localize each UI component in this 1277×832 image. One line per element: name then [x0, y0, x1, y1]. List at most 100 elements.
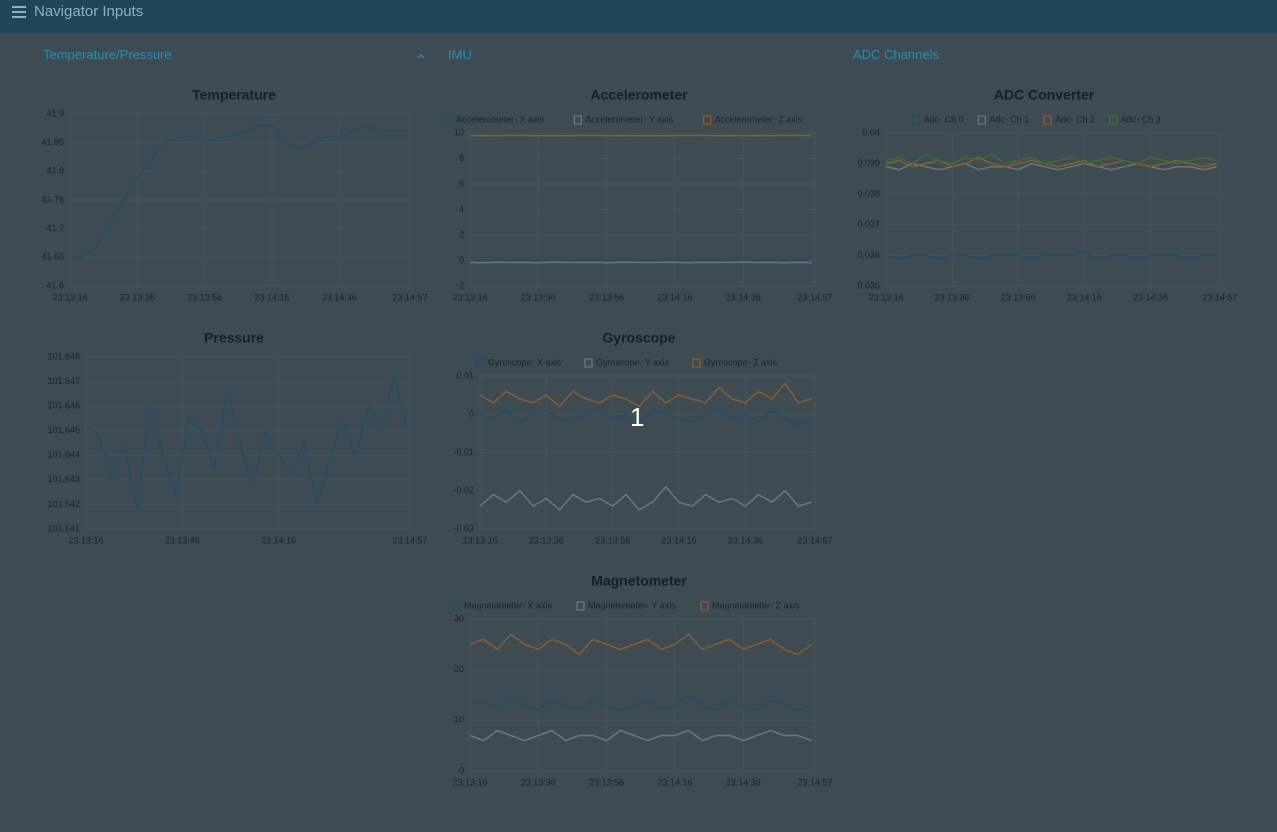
x-tick-label: 23:14:36: [728, 535, 763, 545]
data-line: [70, 124, 407, 259]
x-tick-label: 23:13:36: [521, 292, 556, 302]
y-tick-label: -0.02: [453, 485, 474, 495]
y-tick-label: 6: [459, 178, 464, 188]
x-tick-label: 23:13:56: [589, 292, 624, 302]
data-line: [469, 633, 813, 656]
y-tick-label: 0.036: [857, 250, 880, 260]
data-line: [469, 261, 812, 264]
legend-swatch: [1109, 115, 1118, 125]
x-tick-label: 23:13:36: [529, 535, 564, 545]
data-line: [479, 382, 812, 408]
legend-swatch: [911, 115, 921, 125]
x-tick-label: 23:14:36: [726, 292, 761, 302]
legend-label: Accelerometer- Y axis: [585, 114, 673, 124]
chart-title: Magnetometer: [591, 573, 687, 589]
y-tick-label: 41.8: [46, 166, 64, 176]
x-tick-label: 23:14:57: [797, 292, 832, 302]
y-tick-label: 10: [454, 715, 464, 725]
y-tick-label: 20: [454, 664, 464, 674]
app-header: Navigator Inputs: [0, 0, 1277, 33]
x-tick-label: 23:14:57: [797, 777, 832, 787]
chart-title: Temperature: [192, 87, 276, 103]
chart-title: Pressure: [204, 330, 264, 346]
legend-label: Magnetometer- Z axis: [712, 600, 800, 610]
y-tick-label: -2: [456, 280, 464, 290]
y-tick-label: -0.01: [453, 447, 474, 457]
y-tick-label: 0: [459, 765, 464, 775]
x-tick-label: 23:14:36: [1133, 292, 1168, 302]
y-tick-label: 0.038: [857, 189, 880, 199]
legend-label: Magnetometer- Y axis: [588, 600, 676, 610]
collapse-icon[interactable]: [417, 53, 425, 59]
legend-label: Accelerometer- Z axis: [715, 114, 803, 124]
x-tick-label: 23:14:36: [726, 777, 761, 787]
x-tick-label: 23:14:16: [1067, 292, 1102, 302]
data-line: [469, 729, 812, 742]
legend-label: Adc- Ch 0: [924, 114, 964, 124]
y-tick-label: -0.03: [453, 523, 474, 533]
x-tick-label: 23:14:57: [1202, 292, 1237, 302]
y-tick-label: 0.035: [857, 280, 880, 290]
legend-swatch: [692, 358, 701, 368]
y-tick-label: 10: [454, 127, 464, 137]
y-tick-label: 101.644: [47, 450, 80, 460]
section-title[interactable]: IMU: [448, 47, 472, 62]
y-tick-label: 101.641: [47, 523, 80, 533]
section-title[interactable]: Temperature/Pressure: [43, 47, 172, 62]
y-tick-label: 41.7: [46, 223, 64, 233]
y-tick-label: 101.645: [47, 425, 80, 435]
x-tick-label: 23:13:16: [868, 292, 903, 302]
legend-swatch: [703, 115, 712, 125]
y-tick-label: 101.647: [47, 376, 80, 386]
section-title[interactable]: ADC Channels: [853, 47, 939, 62]
y-tick-label: 41.6: [46, 280, 64, 290]
legend-swatch: [576, 601, 585, 611]
legend-swatch: [452, 601, 461, 611]
chart-title: Gyroscope: [602, 330, 675, 346]
y-tick-label: 101.648: [47, 351, 80, 361]
legend-swatch: [1043, 115, 1052, 125]
y-tick-label: 41.75: [41, 194, 64, 204]
data-line: [85, 376, 408, 510]
y-tick-label: 0.039: [857, 158, 880, 168]
legend-swatch: [573, 115, 582, 125]
x-tick-label: 23:13:56: [187, 292, 222, 302]
legend-label: Gyroscope- Z axis: [704, 357, 778, 367]
legend-swatch: [444, 115, 453, 125]
x-tick-label: 23:13:16: [68, 535, 103, 545]
data-line: [885, 162, 1217, 171]
x-tick-label: 23:14:16: [661, 535, 696, 545]
menu-icon[interactable]: [10, 2, 30, 22]
x-tick-label: 23:13:46: [165, 535, 200, 545]
legend-swatch: [700, 601, 709, 611]
y-tick-label: 101.642: [47, 499, 80, 509]
y-tick-label: 8: [459, 153, 464, 163]
x-tick-label: 23:13:36: [521, 777, 556, 787]
x-tick-label: 23:13:56: [1001, 292, 1036, 302]
x-tick-label: 23:13:16: [52, 292, 87, 302]
legend-label: Magnetometer- X axis: [464, 600, 553, 610]
x-tick-label: 23:13:16: [452, 777, 487, 787]
y-tick-label: 4: [459, 204, 464, 214]
x-tick-label: 23:13:56: [589, 777, 624, 787]
legend-label: Adc- Ch 2: [1055, 114, 1095, 124]
x-tick-label: 23:14:36: [322, 292, 357, 302]
x-tick-label: 23:13:56: [595, 535, 630, 545]
x-tick-label: 23:14:16: [657, 292, 692, 302]
y-tick-label: 41.9: [46, 108, 64, 118]
x-tick-label: 23:14:57: [797, 535, 832, 545]
legend-label: Accelerometer- X axis: [456, 114, 545, 124]
y-tick-label: 0: [459, 255, 464, 265]
data-line: [885, 251, 1217, 260]
legend-label: Gyroscope- Y axis: [596, 357, 670, 367]
y-tick-label: 0.01: [456, 370, 474, 380]
y-tick-label: 30: [454, 613, 464, 623]
data-line: [885, 153, 1217, 165]
y-tick-label: 101.643: [47, 474, 80, 484]
chart-title: Accelerometer: [590, 87, 688, 103]
data-line: [469, 693, 812, 712]
legend-label: Adc- Ch 3: [1121, 114, 1161, 124]
y-tick-label: 41.85: [41, 137, 64, 147]
